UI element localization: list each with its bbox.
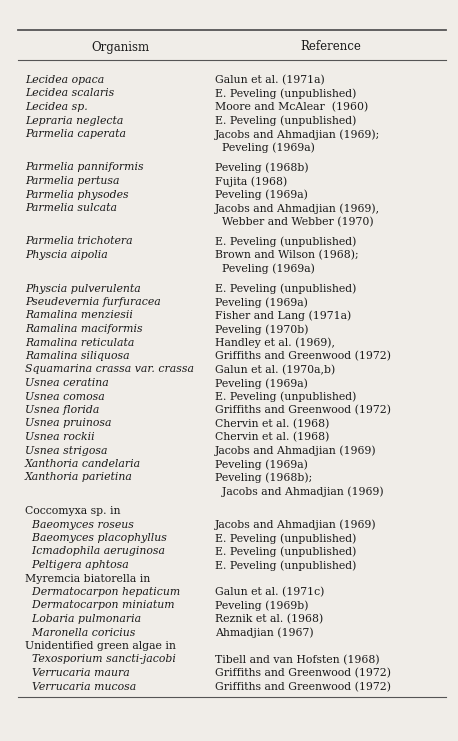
Text: Xanthoria candelaria: Xanthoria candelaria	[25, 459, 142, 469]
Text: Usnea comosa: Usnea comosa	[25, 391, 105, 402]
Text: Jacobs and Ahmadjian (1969);: Jacobs and Ahmadjian (1969);	[215, 129, 381, 139]
Text: Lecidea sp.: Lecidea sp.	[25, 102, 88, 112]
Text: E. Peveling (unpublished): E. Peveling (unpublished)	[215, 560, 357, 571]
Text: Fujita (1968): Fujita (1968)	[215, 176, 288, 187]
Text: Dermatocarpon miniatum: Dermatocarpon miniatum	[25, 600, 175, 611]
Text: Lepraria neglecta: Lepraria neglecta	[25, 116, 124, 125]
Text: Usnea florida: Usnea florida	[25, 405, 99, 415]
Text: E. Peveling (unpublished): E. Peveling (unpublished)	[215, 533, 357, 544]
Text: E. Peveling (unpublished): E. Peveling (unpublished)	[215, 116, 357, 126]
Text: Ramalina reticulata: Ramalina reticulata	[25, 337, 135, 348]
Text: Verrucaria mucosa: Verrucaria mucosa	[25, 682, 136, 691]
Text: Jacobs and Ahmadjian (1969): Jacobs and Ahmadjian (1969)	[215, 445, 377, 456]
Text: Moore and McAlear  (1960): Moore and McAlear (1960)	[215, 102, 369, 113]
Text: Physcia pulverulenta: Physcia pulverulenta	[25, 284, 141, 293]
Text: Griffiths and Greenwood (1972): Griffiths and Greenwood (1972)	[215, 405, 391, 415]
Text: Ramalina maciformis: Ramalina maciformis	[25, 324, 143, 334]
Text: Jacobs and Ahmadjian (1969),: Jacobs and Ahmadjian (1969),	[215, 203, 381, 213]
Text: Griffiths and Greenwood (1972): Griffiths and Greenwood (1972)	[215, 351, 391, 362]
Text: Physcia aipolia: Physcia aipolia	[25, 250, 108, 260]
Text: E. Peveling (unpublished): E. Peveling (unpublished)	[215, 88, 357, 99]
Text: Jacobs and Ahmadjian (1969): Jacobs and Ahmadjian (1969)	[215, 486, 384, 496]
Text: Lobaria pulmonaria: Lobaria pulmonaria	[25, 614, 142, 624]
Text: Peveling (1970b): Peveling (1970b)	[215, 324, 309, 335]
Text: Handley et al. (1969),: Handley et al. (1969),	[215, 337, 335, 348]
Text: Parmelia caperata: Parmelia caperata	[25, 129, 126, 139]
Text: E. Peveling (unpublished): E. Peveling (unpublished)	[215, 391, 357, 402]
Text: Baeomyces placophyllus: Baeomyces placophyllus	[25, 533, 167, 543]
Text: Tibell and van Hofsten (1968): Tibell and van Hofsten (1968)	[215, 654, 380, 665]
Text: Galun et al. (1971c): Galun et al. (1971c)	[215, 587, 325, 597]
Text: Usnea pruinosa: Usnea pruinosa	[25, 419, 112, 428]
Text: Myremcia biatorella in: Myremcia biatorella in	[25, 574, 150, 583]
Text: Griffiths and Greenwood (1972): Griffiths and Greenwood (1972)	[215, 668, 391, 678]
Text: Icmadophila aeruginosa: Icmadophila aeruginosa	[25, 547, 165, 556]
Text: Galun et al. (1971a): Galun et al. (1971a)	[215, 75, 325, 85]
Text: Peveling (1968b): Peveling (1968b)	[215, 162, 309, 173]
Text: Jacobs and Ahmadjian (1969): Jacobs and Ahmadjian (1969)	[215, 519, 377, 530]
Text: Peveling (1969b): Peveling (1969b)	[215, 600, 309, 611]
Text: Chervin et al. (1968): Chervin et al. (1968)	[215, 419, 330, 429]
Text: Peveling (1969a): Peveling (1969a)	[215, 378, 308, 388]
Text: Reference: Reference	[300, 41, 361, 53]
Text: Usnea strigosa: Usnea strigosa	[25, 445, 108, 456]
Text: Pseudevernia furfuracea: Pseudevernia furfuracea	[25, 297, 161, 307]
Text: Peltigera aphtosa: Peltigera aphtosa	[25, 560, 129, 570]
Text: Dermatocarpon hepaticum: Dermatocarpon hepaticum	[25, 587, 180, 597]
Text: Reznik et al. (1968): Reznik et al. (1968)	[215, 614, 323, 625]
Text: Parmelia panniformis: Parmelia panniformis	[25, 162, 144, 173]
Text: Fisher and Lang (1971a): Fisher and Lang (1971a)	[215, 310, 351, 321]
Text: Verrucaria maura: Verrucaria maura	[25, 668, 130, 678]
Text: Peveling (1969a): Peveling (1969a)	[215, 190, 308, 200]
Text: Maronella coricius: Maronella coricius	[25, 628, 136, 637]
Text: Peveling (1969a): Peveling (1969a)	[215, 264, 315, 274]
Text: Baeomyces roseus: Baeomyces roseus	[25, 519, 134, 530]
Text: Parmelia pertusa: Parmelia pertusa	[25, 176, 120, 186]
Text: Lecidea opaca: Lecidea opaca	[25, 75, 104, 85]
Text: Squamarina crassa var. crassa: Squamarina crassa var. crassa	[25, 365, 194, 374]
Text: Parmelia sulcata: Parmelia sulcata	[25, 203, 117, 213]
Text: Parmelia physodes: Parmelia physodes	[25, 190, 129, 199]
Text: E. Peveling (unpublished): E. Peveling (unpublished)	[215, 236, 357, 247]
Text: Peveling (1968b);: Peveling (1968b);	[215, 473, 312, 483]
Text: Parmelia trichotera: Parmelia trichotera	[25, 236, 133, 247]
Text: Webber and Webber (1970): Webber and Webber (1970)	[215, 216, 374, 227]
Text: Peveling (1969a): Peveling (1969a)	[215, 459, 308, 470]
Text: Unidentified green algae in: Unidentified green algae in	[25, 641, 176, 651]
Text: Texosporium sancti-jacobi: Texosporium sancti-jacobi	[25, 654, 176, 665]
Text: Griffiths and Greenwood (1972): Griffiths and Greenwood (1972)	[215, 682, 391, 692]
Text: Lecidea scalaris: Lecidea scalaris	[25, 88, 114, 99]
Text: Coccomyxa sp. in: Coccomyxa sp. in	[25, 506, 121, 516]
Text: E. Peveling (unpublished): E. Peveling (unpublished)	[215, 547, 357, 557]
Text: Organism: Organism	[91, 41, 149, 53]
Text: Usnea rockii: Usnea rockii	[25, 432, 95, 442]
Text: Xanthoria parietina: Xanthoria parietina	[25, 473, 133, 482]
Text: Usnea ceratina: Usnea ceratina	[25, 378, 109, 388]
Text: Ramalina siliquosa: Ramalina siliquosa	[25, 351, 130, 361]
Text: Ramalina menziesii: Ramalina menziesii	[25, 310, 133, 321]
Text: Galun et al. (1970a,b): Galun et al. (1970a,b)	[215, 365, 336, 375]
Text: Chervin et al. (1968): Chervin et al. (1968)	[215, 432, 330, 442]
Text: Peveling (1969a): Peveling (1969a)	[215, 142, 315, 153]
Text: Brown and Wilson (1968);: Brown and Wilson (1968);	[215, 250, 359, 260]
Text: Ahmadjian (1967): Ahmadjian (1967)	[215, 628, 314, 638]
Text: Peveling (1969a): Peveling (1969a)	[215, 297, 308, 308]
Text: E. Peveling (unpublished): E. Peveling (unpublished)	[215, 284, 357, 294]
